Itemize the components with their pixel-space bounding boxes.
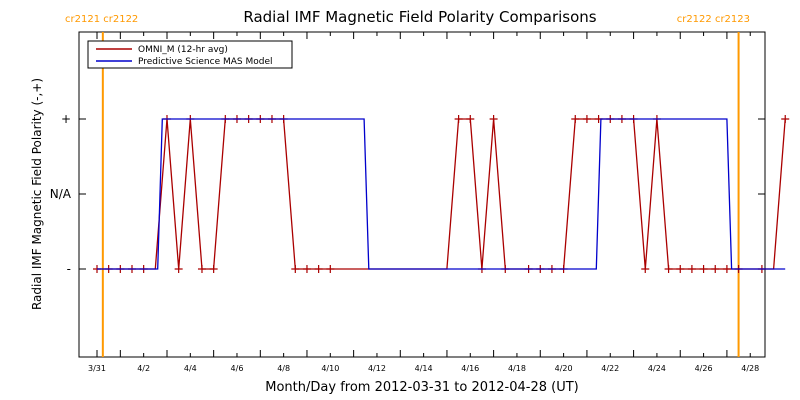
data-point-marker <box>314 265 323 273</box>
data-point-marker <box>781 115 790 123</box>
x-tick-label: 4/12 <box>368 364 386 373</box>
series <box>93 115 790 273</box>
x-tick-label: 4/24 <box>648 364 666 373</box>
data-point-marker <box>711 265 720 273</box>
data-point-marker <box>174 265 183 273</box>
data-point-marker <box>197 265 206 273</box>
x-tick-label: 3/31 <box>88 364 106 373</box>
data-point-marker <box>699 265 708 273</box>
legend-label-mas: Predictive Science MAS Model <box>138 57 273 67</box>
x-axis: 3/31 4/2 4/4 4/6 4/8 4/10 4/12 4/14 4/16 4/18 4/20… <box>88 32 759 373</box>
series-line-1 <box>97 118 786 270</box>
data-point-marker <box>302 265 311 273</box>
x-tick-label: 4/22 <box>601 364 619 373</box>
x-tick-label: 4/28 <box>741 364 759 373</box>
data-point-marker <box>722 265 731 273</box>
data-point-marker <box>454 115 463 123</box>
x-tick-label: 4/14 <box>415 364 433 373</box>
y-axis-label: Radial IMF Magnetic Field Polarity (-,+) <box>30 78 44 310</box>
series-line-0 <box>97 118 786 270</box>
legend: OMNI_M (12-hr avg) Predictive Science MA… <box>87 40 293 69</box>
x-tick-label: 4/2 <box>137 364 150 373</box>
y-tick-label: N/A <box>50 187 72 201</box>
data-point-marker <box>687 265 696 273</box>
carrington-marker-label: cr2122 cr2123 <box>677 14 750 25</box>
data-point-marker <box>489 115 498 123</box>
data-point-marker <box>664 265 673 273</box>
data-point-marker <box>571 115 580 123</box>
plot-frame <box>78 31 766 358</box>
data-point-marker <box>466 115 475 123</box>
data-point-marker <box>291 265 300 273</box>
x-tick-label: 4/18 <box>508 364 526 373</box>
data-point-marker <box>582 115 591 123</box>
x-tick-label: 4/6 <box>231 364 244 373</box>
x-axis-label: Month/Day from 2012-03-31 to 2012-04-28 … <box>265 380 578 395</box>
x-tick-label: 4/8 <box>277 364 290 373</box>
data-point-marker <box>209 265 218 273</box>
chart-title: Radial IMF Magnetic Field Polarity Compa… <box>243 8 596 26</box>
x-tick-label: 4/26 <box>695 364 713 373</box>
x-tick-label: 4/10 <box>321 364 339 373</box>
x-tick-label: 4/4 <box>184 364 197 373</box>
data-point-marker <box>326 265 335 273</box>
y-axis: + N/A - <box>50 112 765 276</box>
legend-box <box>87 40 293 69</box>
legend-label-omni: OMNI_M (12-hr avg) <box>138 45 228 55</box>
y-tick-label: - <box>67 262 71 276</box>
data-point-marker <box>676 265 685 273</box>
y-tick-label: + <box>61 112 71 126</box>
x-tick-label: 4/16 <box>461 364 479 373</box>
x-tick-label: 4/20 <box>555 364 573 373</box>
carrington-marker-label: cr2121 cr2122 <box>65 14 138 25</box>
data-point-marker <box>641 265 650 273</box>
carrington-markers: cr2121 cr2122 cr2122 cr2123 <box>65 14 750 357</box>
